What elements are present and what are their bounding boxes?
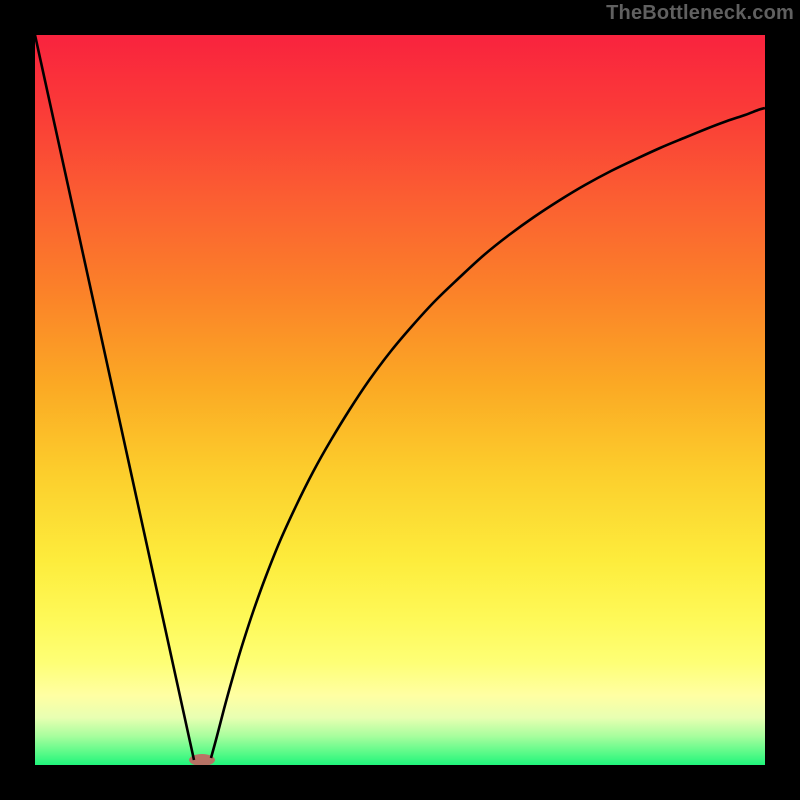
watermark-text: TheBottleneck.com (606, 2, 794, 25)
chart-container: { "watermark": { "text": "TheBottleneck.… (0, 0, 800, 800)
chart-gradient-background (35, 35, 765, 765)
bottleneck-curve-chart (0, 0, 800, 800)
